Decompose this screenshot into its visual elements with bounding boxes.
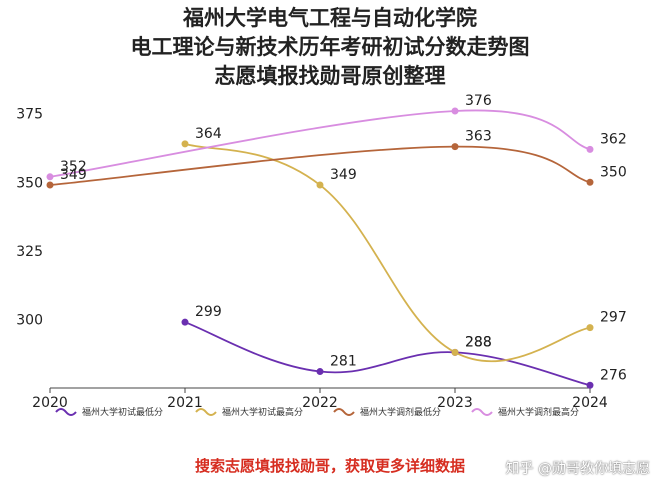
series-3-point [586, 178, 594, 186]
footer-note: 搜索志愿填报找勋哥，获取更多详细数据 [194, 457, 465, 475]
legend-swatch-3 [333, 408, 355, 416]
legend-label-2: 福州大学初试最高分 [222, 406, 303, 418]
watermark: 知乎 @勋哥教你填志愿 [505, 461, 650, 477]
legend-label-3: 福州大学调剂最低分 [360, 406, 441, 418]
legend-swatch-4 [471, 408, 493, 416]
series-4-data-label: 362 [600, 131, 627, 147]
legend-swatch-1 [55, 408, 77, 416]
series-1-data-label: 288 [465, 334, 492, 350]
x-tick-label: 2024 [572, 395, 608, 411]
series-4-point [586, 145, 594, 153]
legend-label-4: 福州大学调剂最高分 [498, 406, 579, 418]
series-3-data-label: 350 [600, 164, 627, 180]
chart-title-line-2: 电工理论与新技术历年考研初试分数走势图 [130, 35, 530, 59]
series-3-data-label: 349 [60, 167, 87, 183]
x-tick-label: 2020 [32, 395, 68, 411]
series-1-point [181, 318, 189, 326]
series-3-point [451, 143, 459, 151]
x-tick-label: 2021 [167, 395, 203, 411]
y-tick-label: 325 [16, 244, 43, 260]
series-1-point [586, 381, 594, 389]
chart-title: 福州大学电气工程与自动化学院 电工理论与新技术历年考研初试分数走势图 志愿填报找… [0, 4, 660, 91]
series-2-data-label: 297 [600, 310, 627, 326]
series-4-data-label: 352 [60, 159, 87, 175]
series-2-data-label: 288 [465, 334, 492, 350]
y-tick-label: 300 [16, 312, 43, 328]
series-line-1 [184, 321, 591, 387]
legend-label-1: 福州大学初试最低分 [82, 406, 163, 418]
series-4-point [46, 173, 54, 181]
series-3-point [46, 181, 54, 189]
x-tick-label: 2023 [437, 395, 473, 411]
series-2-point [316, 181, 324, 189]
series-3-data-label: 363 [465, 129, 492, 145]
series-2-data-label: 364 [195, 126, 222, 142]
series-2-data-label: 349 [330, 167, 357, 183]
series-1-point [316, 368, 324, 376]
series-2-point [451, 348, 459, 356]
series-2-point [586, 324, 594, 332]
legend-swatch-2 [195, 408, 217, 416]
series-4-point [451, 107, 459, 115]
series-1-data-label: 276 [600, 367, 627, 383]
chart-title-line-1: 福州大学电气工程与自动化学院 [183, 6, 477, 30]
chart-title-line-3: 志愿填报找勋哥原创整理 [214, 64, 446, 88]
series-1-data-label: 281 [330, 354, 357, 370]
y-tick-label: 375 [16, 107, 43, 123]
y-tick-label: 350 [16, 175, 43, 191]
series-line-4 [49, 109, 591, 178]
series-line-2 [184, 143, 591, 363]
series-4-data-label: 376 [465, 93, 492, 109]
series-2-point [181, 140, 189, 148]
x-tick-label: 2022 [302, 395, 338, 411]
series-line-3 [49, 145, 591, 186]
series-1-data-label: 299 [195, 304, 222, 320]
